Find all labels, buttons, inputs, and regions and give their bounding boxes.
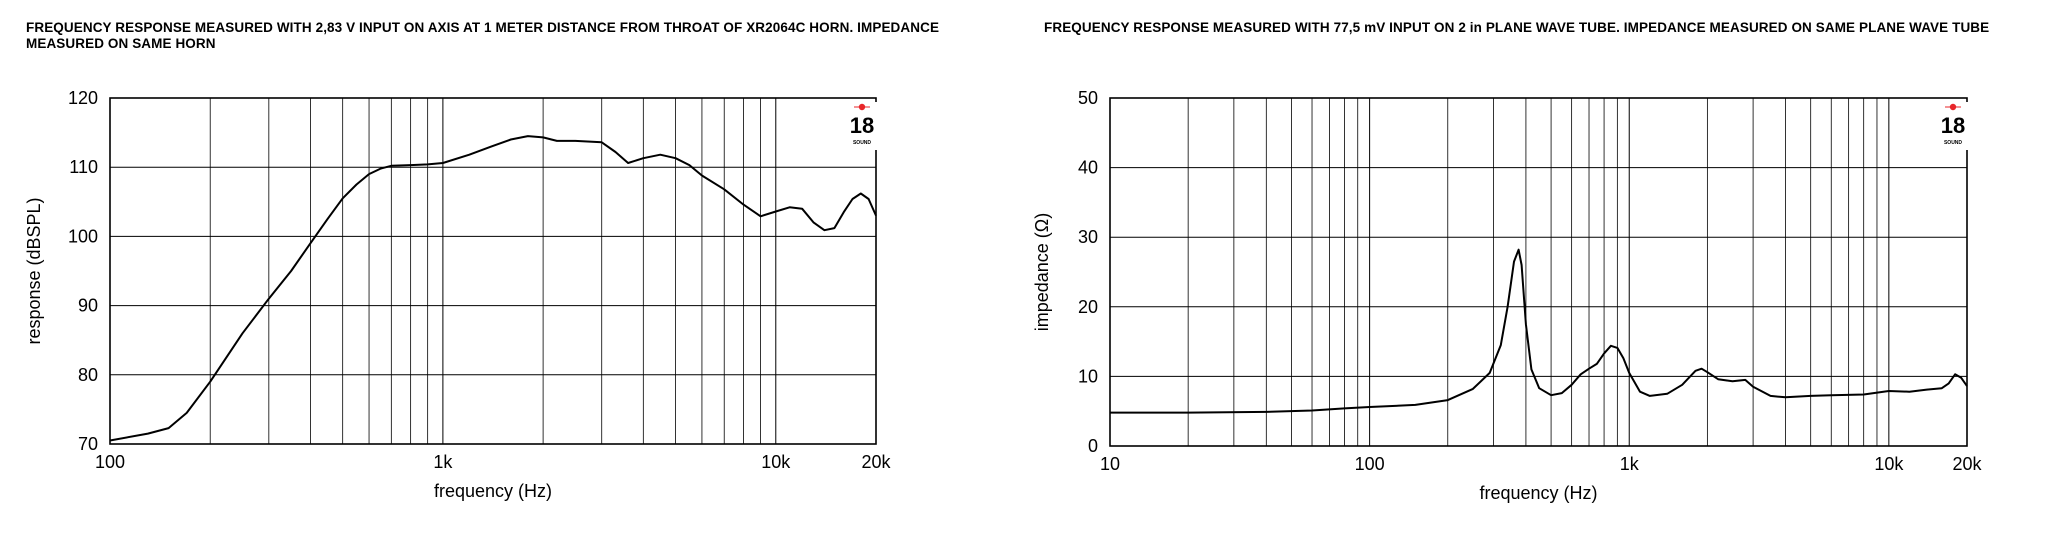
logo-text: SOUND [1944,140,1962,146]
x-tick-label: 100 [95,452,125,472]
impedance-chart-panel: FREQUENCY RESPONSE MEASURED WITH 77,5 mV… [1030,0,2048,544]
chart-title: FREQUENCY RESPONSE MEASURED WITH 77,5 mV… [1044,20,1990,35]
y-axis-label: impedance (Ω) [1032,213,1052,332]
chart-title: FREQUENCY RESPONSE MEASURED WITH 2,83 V … [26,20,940,51]
brand-logo: 18 SOUND [1937,102,1969,150]
x-tick-label: 20k [1952,454,1982,474]
x-tick-label: 1k [433,452,453,472]
y-tick-label: 100 [68,226,98,246]
x-axis-label: frequency (Hz) [1479,483,1597,503]
logo-text: SOUND [853,140,871,146]
y-tick-label: 0 [1088,436,1098,456]
y-tick-label: 40 [1078,158,1098,178]
x-tick-label: 1k [1620,454,1640,474]
y-tick-label: 120 [68,88,98,108]
y-tick-label: 30 [1078,227,1098,247]
x-tick-label: 100 [1355,454,1385,474]
y-tick-label: 110 [69,157,98,177]
y-tick-label: 90 [78,296,98,316]
brand-logo: 18 SOUND [846,102,878,150]
logo-number: 18 [1941,113,1965,138]
x-tick-label: 10k [761,452,791,472]
y-tick-label: 20 [1078,297,1098,317]
y-tick-label: 50 [1078,88,1098,108]
x-tick-label: 10 [1100,454,1120,474]
response-chart: 70 80 90 100 110 120 100 1k 10k 20k frequency (Hz)… [24,88,892,501]
logo-number: 18 [850,113,874,138]
x-tick-label: 10k [1874,454,1904,474]
x-tick-label: 20k [861,452,891,472]
response-chart-panel: FREQUENCY RESPONSE MEASURED WITH 2,83 V … [24,20,940,501]
x-axis-label: frequency (Hz) [434,481,552,501]
y-tick-label: 70 [78,434,98,454]
y-tick-label: 10 [1078,366,1098,386]
y-axis-label: response (dBSPL) [24,197,44,344]
y-tick-label: 80 [78,365,98,385]
plot-frame [109,97,877,445]
plot-frame [1109,97,1968,447]
data-series-line [1110,248,1968,414]
data-series-line [109,135,877,442]
